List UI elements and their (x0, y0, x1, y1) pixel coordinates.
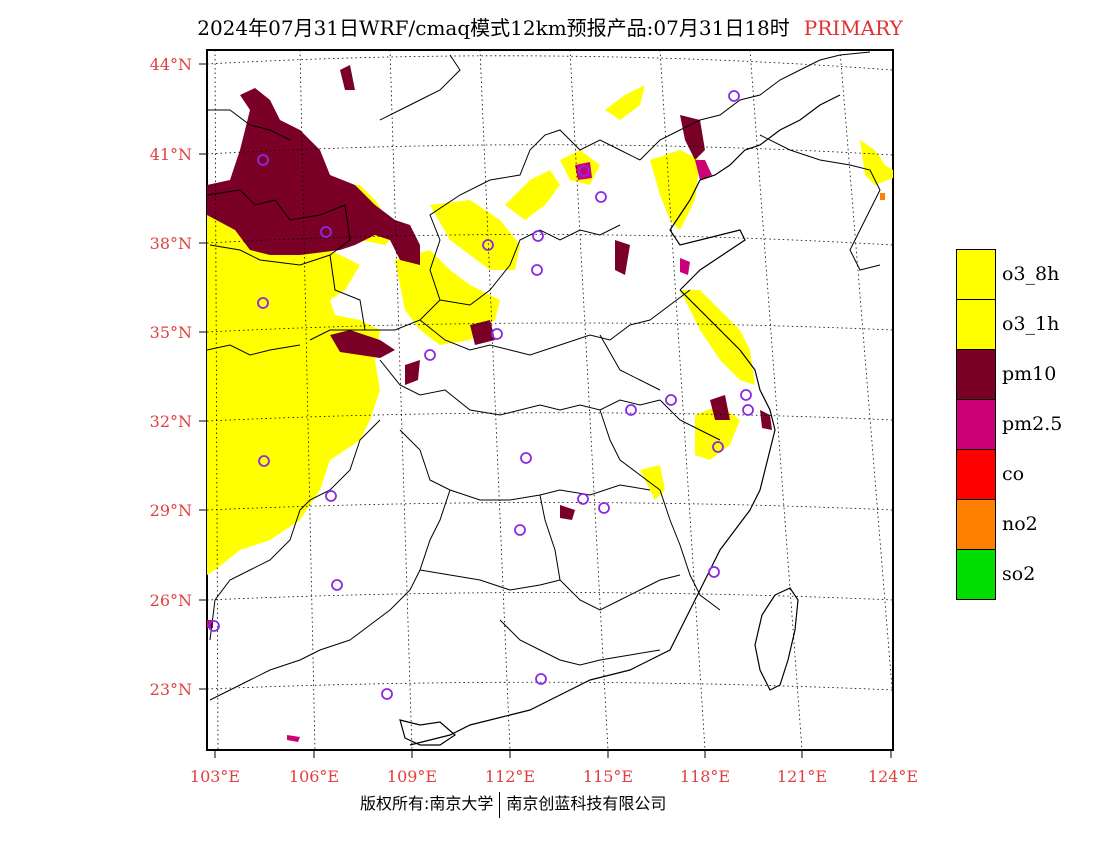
legend-label: co (1002, 463, 1025, 485)
legend-swatch (956, 349, 996, 400)
legend-swatch (956, 299, 996, 350)
legend-swatch (956, 449, 996, 500)
copyright-company: 南京创蓝科技有限公司 (506, 794, 667, 813)
axis-ticks (199, 63, 892, 758)
lat-label: 38°N (150, 234, 192, 253)
longitude-labels: 103°E 106°E 109°E 112°E 115°E 118°E 121°… (190, 767, 918, 786)
lon-label: 106°E (289, 767, 339, 786)
legend-swatch (956, 399, 996, 450)
graticule (207, 50, 893, 750)
legend-label: o3_1h (1002, 313, 1060, 335)
legend-swatch (956, 549, 996, 600)
legend-label: o3_8h (1002, 263, 1060, 285)
legend-label: pm2.5 (1002, 413, 1063, 435)
legend-label: no2 (1002, 513, 1038, 535)
lon-label: 103°E (190, 767, 240, 786)
no2-areas (880, 193, 885, 200)
copyright-owner: 版权所有:南京大学 (360, 794, 494, 813)
lat-label: 29°N (150, 501, 192, 520)
lat-label: 23°N (150, 680, 192, 699)
lat-label: 26°N (150, 591, 192, 610)
monitoring-stations (208, 90, 754, 700)
legend-label: pm10 (1002, 363, 1057, 385)
coastline (399, 94, 841, 746)
lon-label: 115°E (583, 767, 633, 786)
legend-swatch (956, 249, 996, 300)
map-title: 2024年07月31日WRF/cmaq模式12km预报产品:07月31日18时 P… (0, 12, 1100, 41)
pm10-areas (207, 65, 772, 520)
legend-label: so2 (1002, 563, 1036, 585)
lon-label: 118°E (680, 767, 730, 786)
lat-label: 32°N (150, 412, 192, 431)
legend-swatch (956, 499, 996, 550)
lat-label: 44°N (150, 55, 192, 74)
title-text: 2024年07月31日WRF/cmaq模式12km预报产品:07月31日18时 (197, 16, 790, 40)
lon-label: 124°E (868, 767, 918, 786)
lat-label: 35°N (150, 323, 192, 342)
lat-label: 41°N (150, 145, 192, 164)
lon-label: 109°E (387, 767, 437, 786)
latitude-labels: 44°N 41°N 38°N 35°N 32°N 29°N 26°N 23°N (150, 55, 192, 699)
lon-label: 112°E (485, 767, 535, 786)
lon-label: 121°E (777, 767, 827, 786)
title-primary-tag: PRIMARY (803, 16, 903, 40)
footer-divider (499, 791, 501, 818)
copyright-footer: 版权所有:南京大学 南京创蓝科技有限公司 (360, 790, 666, 818)
province-boundaries (207, 51, 881, 701)
